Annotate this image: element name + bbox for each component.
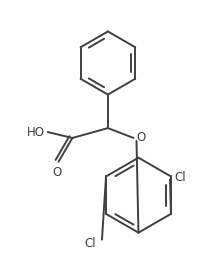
Text: Cl: Cl [173,171,185,184]
Text: Cl: Cl [84,237,95,250]
Text: O: O [136,131,145,144]
Text: HO: HO [27,125,45,138]
Text: O: O [52,166,61,179]
